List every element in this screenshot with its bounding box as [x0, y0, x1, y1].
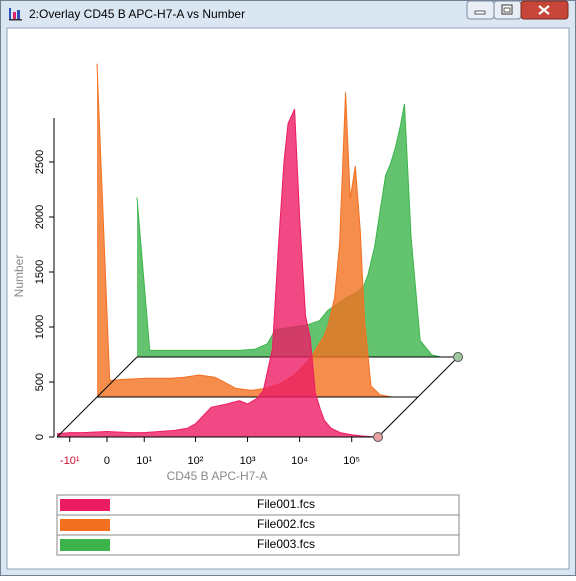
x-tick-label: 10³ [240, 455, 256, 467]
legend-label: File001.fcs [257, 497, 315, 511]
y-tick-label: 1500 [34, 260, 46, 284]
x-tick-label: 10⁵ [343, 455, 360, 467]
histogram-line [56, 108, 376, 438]
x-axis-label: CD45 B APC-H7-A [167, 469, 268, 483]
y-tick-label: 1000 [34, 315, 46, 339]
histogram-area [57, 109, 375, 437]
x-tick-label: 10² [188, 455, 204, 467]
legend-swatch [60, 539, 110, 551]
corner-handle[interactable] [373, 432, 383, 442]
maximize-button[interactable] [493, 0, 522, 20]
y-tick-label: 2000 [34, 205, 46, 229]
x-tick-label: 0 [104, 455, 110, 467]
legend-swatch [60, 519, 110, 531]
legend-swatch [60, 499, 110, 511]
close-button[interactable] [520, 0, 569, 20]
y-tick-label: 2500 [34, 150, 46, 174]
y-axis-label: Number [12, 255, 26, 298]
y-tick-label: 0 [34, 434, 46, 440]
floor [56, 356, 459, 438]
x-tick-label: -10¹ [60, 455, 80, 467]
x-tick-label: 10⁴ [291, 455, 308, 467]
legend [56, 494, 460, 556]
histogram-area [97, 63, 415, 397]
histogram-area [137, 104, 455, 357]
y-tick-label: 500 [34, 373, 46, 391]
x-tick-label: 10¹ [136, 455, 152, 467]
legend-items: File001.fcs File002.fcs File003.fcs [57, 497, 459, 551]
corner-handle[interactable] [453, 352, 463, 362]
legend-label: File003.fcs [257, 537, 315, 551]
legend-label: File002.fcs [257, 517, 315, 531]
plot: 0 500 1000 1500 2000 2500 -10¹ 0 10¹ 10² 10³ 10⁴ 10⁵ [34, 63, 458, 467]
minimize-button[interactable] [466, 0, 495, 20]
app-icon [9, 8, 22, 21]
window-title: 2:Overlay CD45 B APC-H7-A vs Number [29, 7, 245, 21]
